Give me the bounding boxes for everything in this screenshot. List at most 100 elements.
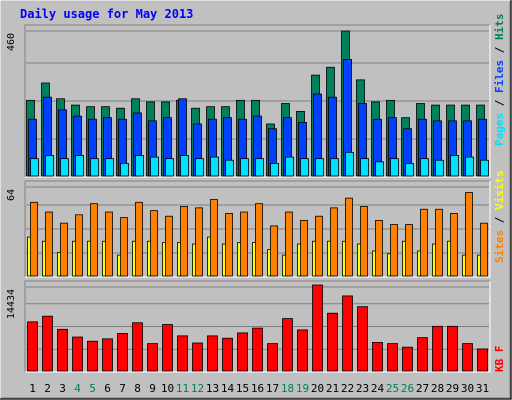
- kbytes-bar: [342, 295, 353, 372]
- pages-bar: [420, 158, 429, 177]
- sites-bar: [270, 225, 278, 277]
- pages-bar: [120, 162, 129, 177]
- sites-bar: [285, 211, 293, 277]
- pages-bar: [45, 155, 54, 177]
- kbytes-bar: [87, 340, 98, 372]
- kbytes-bar: [402, 346, 413, 372]
- legend-item: Visits: [493, 170, 506, 210]
- sites-bar: [210, 199, 218, 277]
- y-axis-max-label-3: 14434: [6, 289, 17, 319]
- kbytes-bar: [282, 318, 293, 372]
- pages-bar: [300, 158, 309, 177]
- legend-item: KB F: [493, 346, 506, 373]
- sites-bar: [345, 197, 353, 277]
- plot-bevel-light-3: [25, 281, 491, 373]
- sites-bar: [90, 203, 98, 277]
- sites-bar: [120, 217, 128, 277]
- kbytes-bar: [477, 348, 488, 372]
- sites-bar: [30, 201, 38, 277]
- sites-bar: [360, 206, 368, 277]
- chart-title: Daily usage for May 2013: [20, 7, 193, 21]
- x-tick-label: 29: [446, 382, 459, 395]
- kbytes-bar: [207, 335, 218, 372]
- x-tick-label: 15: [236, 382, 249, 395]
- sites-bar: [150, 210, 158, 277]
- sites-bar: [450, 213, 458, 277]
- kbytes-bar: [267, 343, 278, 372]
- sites-bar: [405, 224, 413, 277]
- kbytes-bar: [237, 332, 248, 372]
- y-axis-max-label-1: 460: [6, 33, 17, 51]
- pages-bar: [285, 156, 294, 177]
- plot-bevel-dark-1: [24, 24, 490, 177]
- x-tick-label: 21: [326, 382, 339, 395]
- sites-bar: [465, 192, 473, 277]
- x-tick-label: 8: [134, 382, 141, 395]
- kbytes-bar: [177, 335, 188, 372]
- x-tick-label: 2: [44, 382, 51, 395]
- kbytes-bar: [72, 336, 83, 372]
- pages-bar: [165, 158, 174, 177]
- sites-bar: [105, 211, 113, 277]
- sites-bar: [180, 206, 188, 277]
- pages-bar: [90, 158, 99, 177]
- pages-bar: [435, 159, 444, 177]
- sites-bar: [60, 222, 68, 277]
- pages-bar: [135, 155, 144, 177]
- x-tick-label: 28: [431, 382, 444, 395]
- pages-bar: [315, 158, 324, 177]
- sites-bar: [375, 219, 383, 277]
- kbytes-bar: [42, 315, 53, 372]
- kbytes-bar: [387, 343, 398, 372]
- x-tick-label: 17: [266, 382, 279, 395]
- sites-bar: [45, 211, 53, 277]
- pages-bar: [180, 155, 189, 177]
- sites-bar: [390, 224, 398, 277]
- plot-bevel-light-1: [25, 25, 491, 178]
- plot-bevel-dark-3: [24, 280, 490, 372]
- x-tick-label: 4: [74, 382, 81, 395]
- sites-bar: [195, 207, 203, 277]
- kbytes-bar: [192, 342, 203, 372]
- x-tick-label: 18: [281, 382, 294, 395]
- x-tick-label: 12: [191, 382, 204, 395]
- kbytes-bar: [252, 327, 263, 372]
- pages-bar: [330, 158, 339, 177]
- plot-bevel-light-2: [25, 181, 491, 278]
- x-tick-label: 6: [104, 382, 111, 395]
- sites-bar: [240, 211, 248, 277]
- sites-bar: [420, 208, 428, 277]
- plot-bevel-dark-2: [24, 180, 490, 277]
- kbytes-bar: [312, 284, 323, 372]
- x-tick-label: 3: [59, 382, 66, 395]
- pages-bar: [240, 158, 249, 177]
- kbytes-bar: [147, 343, 158, 372]
- kbytes-bar: [372, 342, 383, 372]
- legend-separator: /: [493, 210, 506, 230]
- x-tick-label: 26: [401, 382, 414, 395]
- legend-3: KB F: [493, 346, 506, 373]
- x-tick-label: 22: [341, 382, 354, 395]
- x-tick-label: 16: [251, 382, 264, 395]
- pages-bar: [105, 158, 114, 177]
- x-tick-label: 9: [149, 382, 156, 395]
- legend-item: Sites: [493, 230, 506, 263]
- sites-bar: [480, 222, 488, 277]
- kbytes-bar: [27, 321, 38, 372]
- kbytes-bar: [222, 337, 233, 372]
- pages-bar: [405, 162, 414, 177]
- legend-separator: /: [493, 40, 506, 60]
- pages-bar: [225, 159, 234, 177]
- x-tick-label: 19: [296, 382, 309, 395]
- sites-bar: [435, 208, 443, 277]
- kbytes-bar: [117, 333, 128, 372]
- pages-bar: [150, 156, 159, 177]
- pages-bar: [465, 156, 474, 177]
- x-tick-label: 11: [176, 382, 189, 395]
- x-tick-label: 1: [29, 382, 36, 395]
- x-tick-label: 5: [89, 382, 96, 395]
- sites-bar: [165, 215, 173, 277]
